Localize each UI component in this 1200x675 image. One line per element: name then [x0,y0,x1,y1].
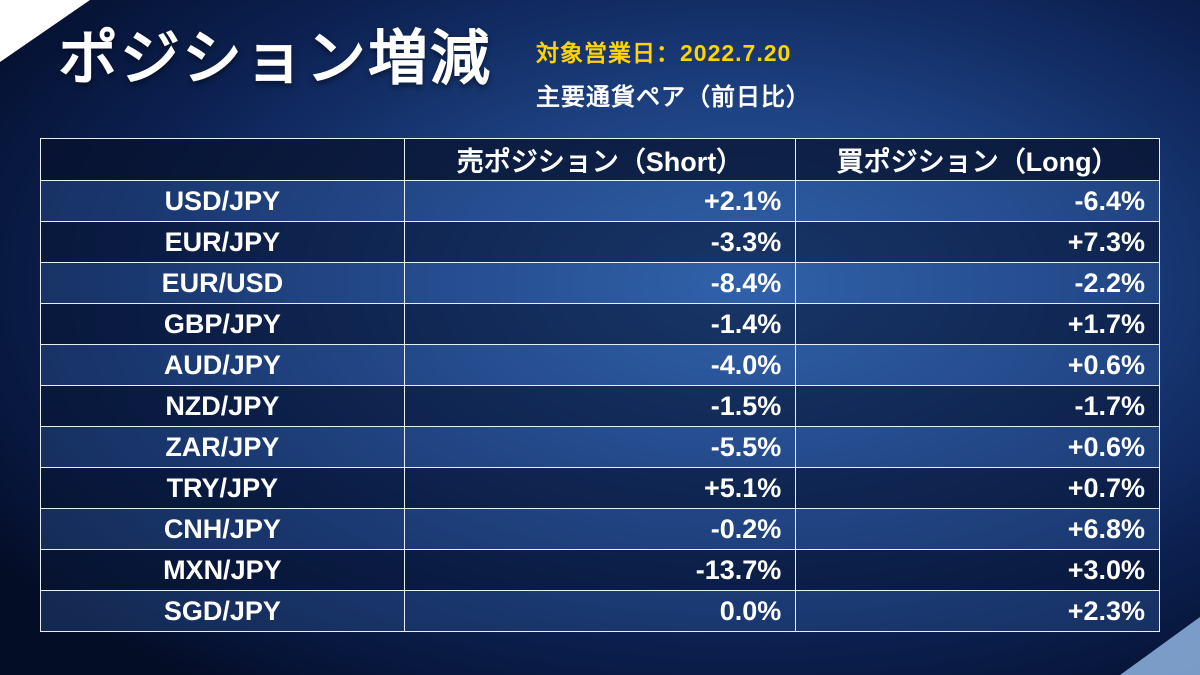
cell-short-change: -8.4% [403,262,797,304]
cell-long-change: +0.7% [795,467,1160,509]
cell-currency-pair: EUR/USD [40,262,405,304]
table-row: ZAR/JPY -5.5% +0.6% [40,426,1160,468]
business-date-label: 対象営業日：2022.7.20 [536,40,792,66]
position-table-wrapper: 売ポジション（Short） 買ポジション（Long） USD/JPY +2.1% -… [40,138,1160,632]
cell-currency-pair: AUD/JPY [40,344,405,386]
cell-currency-pair: TRY/JPY [40,467,405,509]
table-row: MXN/JPY -13.7% +3.0% [40,549,1160,591]
page-title: ポジション増減 [58,25,492,92]
cell-long-change: +0.6% [795,426,1160,468]
cell-long-change: -1.7% [795,385,1160,427]
cell-long-change: +7.3% [795,221,1160,263]
cell-long-change: -6.4% [795,180,1160,222]
table-row: NZD/JPY -1.5% -1.7% [40,385,1160,427]
table-row: TRY/JPY +5.1% +0.7% [40,467,1160,509]
cell-long-change: +1.7% [795,303,1160,345]
cell-currency-pair: ZAR/JPY [40,426,405,468]
cell-short-change: -1.5% [403,385,797,427]
cell-short-change: -5.5% [403,426,797,468]
table-row: EUR/JPY -3.3% +7.3% [40,221,1160,263]
header: ポジション増減 対象営業日：2022.7.20 主要通貨ペア（前日比） [58,18,811,112]
cell-currency-pair: EUR/JPY [40,221,405,263]
cell-currency-pair: CNH/JPY [40,508,405,550]
cell-short-change: -3.3% [403,221,797,263]
cell-short-change: -4.0% [403,344,797,386]
cell-currency-pair: GBP/JPY [40,303,405,345]
table-row: SGD/JPY 0.0% +2.3% [40,590,1160,632]
position-table: 売ポジション（Short） 買ポジション（Long） USD/JPY +2.1% -… [40,138,1160,632]
cell-long-change: +6.8% [795,508,1160,550]
cell-currency-pair: NZD/JPY [40,385,405,427]
table-row: AUD/JPY -4.0% +0.6% [40,344,1160,386]
column-header-short: 売ポジション（Short） [403,138,797,181]
table-header-row: 売ポジション（Short） 買ポジション（Long） [40,138,1160,181]
table-row: EUR/USD -8.4% -2.2% [40,262,1160,304]
table-row: GBP/JPY -1.4% +1.7% [40,303,1160,345]
cell-long-change: +2.3% [795,590,1160,632]
cell-long-change: +3.0% [795,549,1160,591]
cell-long-change: -2.2% [795,262,1160,304]
cell-long-change: +0.6% [795,344,1160,386]
table-row: USD/JPY +2.1% -6.4% [40,180,1160,222]
cell-currency-pair: USD/JPY [40,180,405,222]
table-row: CNH/JPY -0.2% +6.8% [40,508,1160,550]
cell-short-change: -13.7% [403,549,797,591]
cell-short-change: +5.1% [403,467,797,509]
cell-short-change: 0.0% [403,590,797,632]
header-sub-block: 対象営業日：2022.7.20 主要通貨ペア（前日比） [536,34,811,112]
cell-currency-pair: SGD/JPY [40,590,405,632]
cell-short-change: +2.1% [403,180,797,222]
page-subtitle: 主要通貨ペア（前日比） [536,84,811,111]
cell-short-change: -1.4% [403,303,797,345]
column-header-pair [40,138,405,181]
cell-short-change: -0.2% [403,508,797,550]
column-header-long: 買ポジション（Long） [795,138,1160,181]
cell-currency-pair: MXN/JPY [40,549,405,591]
